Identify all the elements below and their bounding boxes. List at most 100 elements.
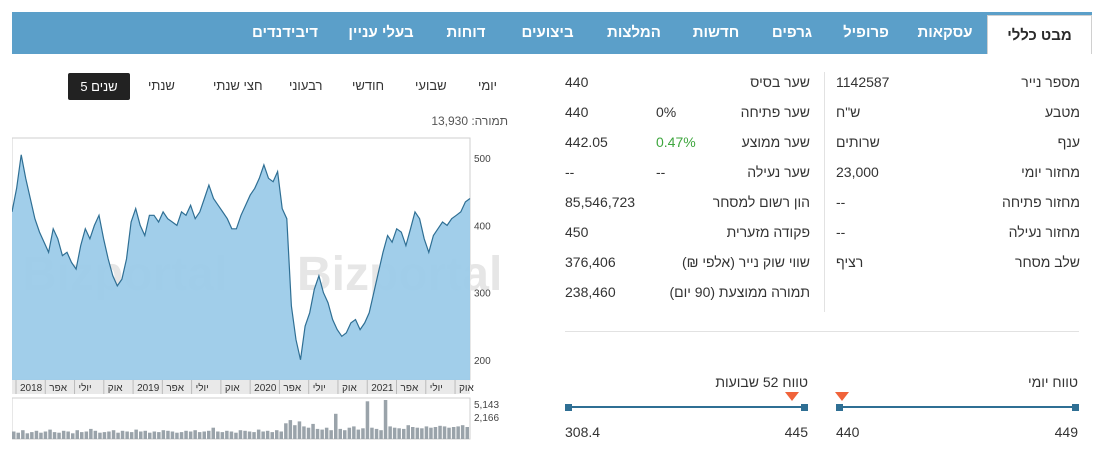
volume-bar — [107, 431, 111, 439]
week52-range-marker — [785, 392, 799, 401]
x-axis-band — [12, 380, 470, 394]
volume-bar — [116, 432, 120, 439]
volume-bar — [334, 413, 338, 439]
week52-range-end — [801, 404, 808, 411]
info-label: ענף — [1057, 134, 1080, 150]
registered-capital-value: 85,546,723 — [565, 194, 636, 210]
volume-bar — [306, 427, 311, 439]
period-daily[interactable]: יומי — [478, 78, 498, 93]
volume-bar — [324, 427, 329, 439]
average-change: 0.47% — [656, 134, 696, 150]
sector-value: שרותים — [836, 134, 880, 150]
period-half-year[interactable]: חצי שנתי — [213, 78, 263, 93]
volume-tick-label: 5,143 — [474, 400, 499, 411]
period-weekly[interactable]: שבועי — [415, 78, 447, 93]
tab-overview[interactable]: מבט כללי — [987, 15, 1092, 54]
volume-bar — [207, 430, 211, 439]
volume-tick-label: 2,166 — [474, 413, 499, 424]
tab-performance[interactable]: ביצועים — [521, 24, 574, 41]
week52-range-low: 308.4 — [565, 424, 601, 440]
opening-change: 0% — [656, 104, 677, 120]
period-monthly[interactable]: חודשי — [352, 78, 385, 93]
volume-bar — [120, 430, 125, 439]
x-tick-label: אפר — [401, 383, 419, 394]
average-price-value: 442.05 — [565, 134, 608, 150]
daily-range-low: 440 — [836, 424, 860, 440]
volume-bar — [356, 429, 361, 439]
tab-recommendations[interactable]: המלצות — [607, 24, 661, 41]
info-label: שער פתיחה — [740, 104, 810, 120]
volume-bar — [225, 430, 229, 439]
week52-range-high: 445 — [784, 424, 808, 440]
tab-profile[interactable]: פרופיל — [843, 24, 889, 41]
y-tick-label: 500 — [474, 154, 491, 165]
security-number-value: 1142587 — [836, 74, 890, 90]
volume-bar — [347, 427, 352, 439]
x-tick-label: יולי — [430, 382, 443, 394]
volume-bar — [170, 431, 175, 439]
volume-bar — [84, 431, 89, 439]
info-label: מחזור פתיחה — [1001, 194, 1080, 210]
info-label: שער נעילה — [747, 164, 810, 180]
volume-bar — [415, 427, 420, 439]
volume-bar — [361, 428, 365, 439]
volume-bar — [343, 430, 347, 439]
volume-bar — [252, 432, 256, 439]
tab-transactions[interactable]: עסקאות — [917, 24, 973, 41]
volume-bar — [139, 431, 143, 439]
info-label: מחזור נעילה — [1008, 224, 1080, 240]
volume-bar — [111, 430, 116, 439]
volume-bar — [256, 429, 261, 439]
avg-turnover-value: 238,460 — [565, 284, 616, 300]
min-order-value: 450 — [565, 224, 589, 240]
tab-news[interactable]: חדשות — [692, 24, 740, 41]
volume-bar — [352, 426, 356, 439]
volume-bar — [43, 431, 48, 439]
volume-bar — [197, 432, 202, 439]
currency-value: ש"ח — [836, 104, 861, 120]
volume-bar — [243, 430, 247, 439]
volume-bar — [152, 431, 157, 439]
volume-bar — [442, 426, 447, 439]
volume-bar — [234, 432, 238, 439]
tab-graphs[interactable]: גרפים — [771, 24, 813, 41]
week52-range-title: טווח 52 שבועות — [715, 374, 808, 390]
volume-bar — [320, 429, 324, 439]
period-quarterly[interactable]: רבעוני — [289, 78, 323, 93]
volume-bar — [61, 430, 66, 439]
period-yearly[interactable]: שנתי — [148, 78, 175, 93]
tab-stakeholders[interactable]: בעלי עניין — [348, 24, 414, 41]
volume-bar — [98, 432, 102, 439]
period-5-years[interactable]: 5 שנים — [68, 73, 130, 100]
volume-bar — [30, 432, 34, 439]
price-area — [12, 154, 470, 380]
closing-price-value: -- — [565, 164, 575, 180]
volume-bar — [406, 425, 410, 439]
volume-bar — [383, 400, 388, 439]
volume-bar — [397, 428, 401, 439]
week52-range-line — [568, 406, 804, 408]
info-label: שווי שוק נייר (אלפי ₪) — [681, 254, 810, 270]
volume-bar — [216, 431, 220, 439]
x-tick-label: אוק — [225, 383, 240, 394]
volume-bar — [129, 432, 134, 439]
daily-range-high: 449 — [1054, 424, 1078, 440]
volume-bar — [315, 428, 320, 439]
volume-bar — [220, 432, 225, 439]
volume-bar — [143, 430, 147, 439]
daily-range-end — [1072, 404, 1079, 411]
closing-change: -- — [656, 164, 666, 180]
tab-dividends[interactable]: דיבידנדים — [251, 24, 319, 41]
info-label: שער בסיס — [750, 74, 810, 90]
info-label: פקודה מזערית — [726, 224, 810, 240]
info-label: שלב מסחר — [1015, 254, 1080, 270]
volume-bar — [39, 432, 43, 439]
x-tick-label: יולי — [79, 382, 92, 394]
volume-bar — [302, 426, 306, 439]
volume-bar — [80, 432, 84, 439]
volume-bar — [89, 428, 93, 439]
volume-bar — [148, 432, 152, 439]
volume-bar — [365, 401, 370, 439]
tab-reports[interactable]: דוחות — [446, 24, 486, 41]
